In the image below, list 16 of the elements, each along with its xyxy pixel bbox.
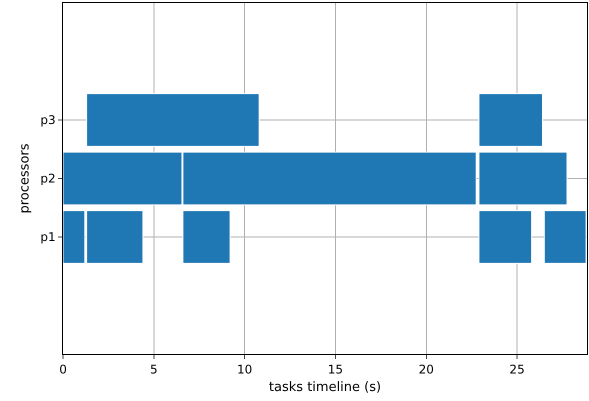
bar bbox=[86, 93, 260, 147]
x-tick-label: 10 bbox=[236, 362, 252, 376]
x-tick-label: 0 bbox=[59, 362, 67, 376]
bar bbox=[478, 152, 568, 206]
bar bbox=[478, 93, 543, 147]
x-tick-label: 5 bbox=[150, 362, 158, 376]
y-axis-title: processors bbox=[17, 143, 32, 214]
y-tick-label: p2 bbox=[40, 172, 56, 186]
y-tick-label: p1 bbox=[40, 230, 56, 244]
x-tick-label: 25 bbox=[509, 362, 525, 376]
x-tick-label: 20 bbox=[418, 362, 434, 376]
x-axis-title: tasks timeline (s) bbox=[268, 380, 382, 395]
bar bbox=[182, 210, 231, 264]
bar bbox=[478, 210, 532, 264]
y-tick-label: p3 bbox=[40, 113, 56, 128]
x-tick-label: 15 bbox=[328, 362, 344, 376]
